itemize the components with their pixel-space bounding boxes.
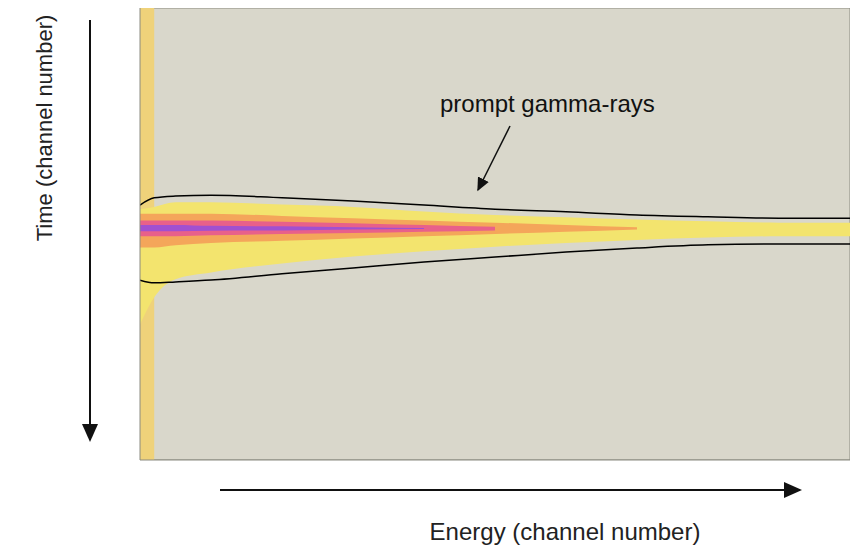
svg-text:Energy (channel number): Energy (channel number) bbox=[430, 518, 701, 545]
svg-text:Time (channel number): Time (channel number) bbox=[32, 15, 57, 242]
svg-text:prompt gamma-rays: prompt gamma-rays bbox=[440, 90, 655, 117]
